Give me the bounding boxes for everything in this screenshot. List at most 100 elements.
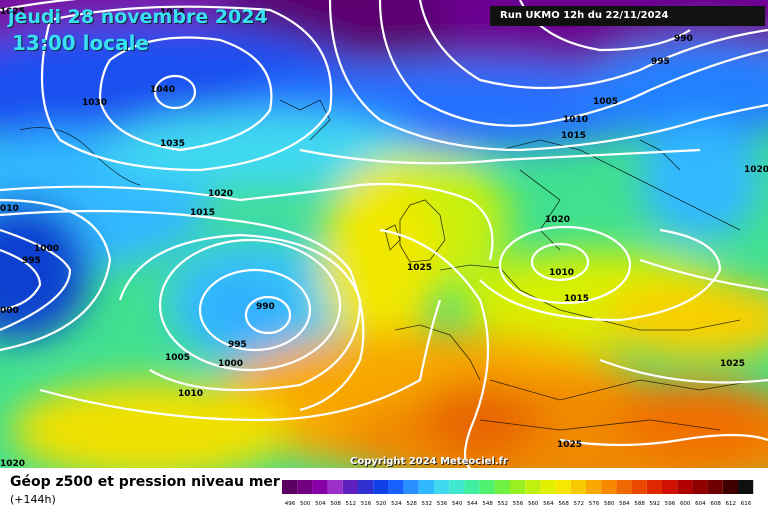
- scale-swatch: [525, 480, 541, 494]
- isobar-label: 1020: [208, 189, 233, 199]
- isobar-label: 1010: [563, 115, 588, 125]
- copyright: Copyright 2024 Meteociel.fr: [350, 456, 508, 467]
- scale-swatch: [707, 480, 723, 494]
- coastlines: [19, 99, 761, 431]
- isobar-label: 1015: [190, 208, 215, 218]
- scale-value-label: 540: [452, 501, 463, 507]
- scale-value-label: 520: [376, 501, 387, 507]
- isobar-label: 995: [651, 57, 670, 67]
- scale-swatch: [342, 480, 358, 494]
- scale-swatch: [282, 480, 298, 494]
- scale-swatch: [586, 480, 602, 494]
- scale-swatch: [540, 480, 556, 494]
- scale-swatch: [616, 480, 632, 494]
- scale-value-label: 524: [391, 501, 402, 507]
- scale-value-label: 504: [315, 501, 326, 507]
- isobar-label: 1040: [150, 85, 175, 95]
- scale-swatch: [677, 480, 693, 494]
- scale-value-label: 564: [543, 501, 554, 507]
- isobar-label: 1005: [593, 97, 618, 107]
- isobar-label: 1025: [557, 440, 582, 450]
- scale-value-label: 500: [300, 501, 311, 507]
- isobar-label: 995: [228, 340, 247, 350]
- scale-swatch: [464, 480, 480, 494]
- run-info: Run UKMO 12h du 22/11/2024: [490, 6, 765, 26]
- scale-value-label: 560: [528, 501, 539, 507]
- isobar-label: 000: [0, 306, 19, 316]
- isobar-label: 1030: [82, 98, 107, 108]
- isobar-label: 1020: [0, 459, 25, 468]
- scale-value-label: 584: [619, 501, 630, 507]
- isobar-label: 1020: [545, 215, 570, 225]
- isobar-label: 1025: [0, 7, 25, 17]
- scale-swatch: [403, 480, 419, 494]
- scale-value-label: 588: [634, 501, 645, 507]
- scale-swatch: [312, 480, 328, 494]
- scale-swatch: [373, 480, 389, 494]
- scale-swatch: [555, 480, 571, 494]
- scale-swatch: [449, 480, 465, 494]
- scale-value-label: 544: [467, 501, 478, 507]
- scale-value-label: 580: [604, 501, 615, 507]
- scale-value-label: 600: [680, 501, 691, 507]
- scale-value-label: 612: [726, 501, 737, 507]
- scale-value-label: 532: [422, 501, 433, 507]
- scale-swatch: [388, 480, 404, 494]
- scale-value-label: 536: [437, 501, 448, 507]
- scale-value-label: 604: [695, 501, 706, 507]
- isobar-label: 1015: [564, 294, 589, 304]
- legend-footer: Géop z500 et pression niveau mer (+144h)…: [0, 468, 768, 512]
- scale-swatch: [327, 480, 343, 494]
- scale-value-label: 568: [558, 501, 569, 507]
- scale-value-label: 516: [361, 501, 372, 507]
- scale-swatch: [570, 480, 586, 494]
- color-scale: 496 500 504 508 512 516 520 524 528 532 536 540 544 5…: [282, 480, 754, 507]
- scale-swatch: [662, 480, 678, 494]
- scale-value-label: 512: [346, 501, 357, 507]
- isobar-label: 990: [256, 302, 275, 312]
- isobar-label: 1005: [165, 353, 190, 363]
- scale-value-label: 576: [589, 501, 600, 507]
- scale-swatch: [692, 480, 708, 494]
- scale-value-label: 556: [513, 501, 524, 507]
- isobar-label: 010: [0, 204, 19, 214]
- scale-swatch: [358, 480, 374, 494]
- legend-title: Géop z500 et pression niveau mer: [10, 474, 280, 490]
- scale-swatch: [601, 480, 617, 494]
- scale-value-label: 528: [406, 501, 417, 507]
- isobar-label: 1000: [218, 359, 243, 369]
- scale-value-label: 552: [498, 501, 509, 507]
- isobar-labels: 1025 1025 1040 1030 1035 990 995 1005 10…: [0, 7, 768, 468]
- isobar-label: 995: [22, 256, 41, 266]
- forecast-time: 13:00 locale: [12, 31, 149, 55]
- scale-swatch: [494, 480, 510, 494]
- isobar-label: 1015: [561, 131, 586, 141]
- isobar-label: 1010: [178, 389, 203, 399]
- isobar-label: 1000: [34, 244, 59, 254]
- scale-swatch: [434, 480, 450, 494]
- geopotential-map: 1025 1025 1040 1030 1035 990 995 1005 10…: [0, 0, 768, 468]
- scale-swatch: [738, 480, 754, 494]
- scale-value-label: 608: [710, 501, 721, 507]
- isobar-label: 990: [674, 34, 693, 44]
- scale-swatch: [722, 480, 738, 494]
- scale-value-label: 572: [574, 501, 585, 507]
- scale-value-label: 496: [285, 501, 296, 507]
- isobar-label: 1025: [407, 263, 432, 273]
- isobar-label: 1020: [744, 165, 768, 175]
- scale-value-label: 592: [650, 501, 661, 507]
- scale-swatch: [297, 480, 313, 494]
- legend-lead-time: (+144h): [10, 493, 56, 506]
- isobar-label: 1035: [160, 139, 185, 149]
- scale-swatch: [418, 480, 434, 494]
- isobar-label: 1025: [720, 359, 745, 369]
- isobar-label: 1025: [160, 8, 185, 18]
- scale-swatch: [631, 480, 647, 494]
- scale-value-label: 596: [665, 501, 676, 507]
- scale-swatch: [479, 480, 495, 494]
- forecast-date: jeudi 28 novembre 2024: [8, 6, 268, 28]
- isobar-label: 1010: [549, 268, 574, 278]
- scale-swatch: [510, 480, 526, 494]
- scale-swatch: [646, 480, 662, 494]
